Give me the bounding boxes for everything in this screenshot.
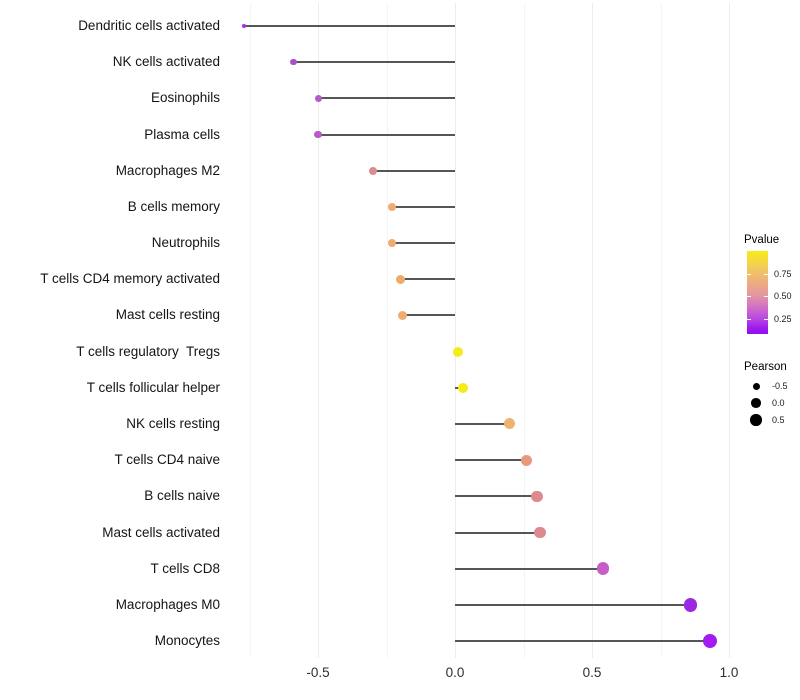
grid-line-minor — [249, 3, 251, 658]
row-label: Macrophages M0 — [115, 596, 220, 612]
lollipop-stem — [391, 242, 455, 245]
lollipop-stem — [400, 278, 455, 281]
x-tick-label: 0.5 — [582, 665, 602, 680]
row-label: Neutrophils — [151, 235, 220, 251]
pvalue-colorbar — [747, 251, 768, 334]
lollipop-stem — [455, 640, 710, 643]
colorbar-tick-label: 0.25 — [774, 313, 792, 324]
x-tick-label: 0.0 — [445, 665, 465, 680]
lollipop-dot — [702, 634, 717, 649]
lollipop-dot — [596, 562, 610, 575]
colorbar-tick — [747, 273, 751, 275]
lollipop-stem — [402, 314, 455, 317]
row-label: Monocytes — [154, 633, 220, 649]
lollipop-stem — [455, 567, 603, 570]
row-label: Mast cells resting — [115, 307, 220, 323]
lollipop-dot — [314, 130, 322, 139]
pearson-size-dot — [751, 398, 761, 408]
row-label: Mast cells activated — [102, 524, 220, 540]
row-label: B cells memory — [127, 198, 220, 214]
grid-line-minor — [386, 3, 388, 658]
lollipop-dot — [457, 382, 469, 394]
colorbar-tick — [764, 273, 768, 275]
lollipop-dot — [504, 418, 516, 430]
grid-line-major — [318, 3, 319, 658]
lollipop-stem — [455, 603, 691, 606]
colorbar-tick-label: 0.50 — [774, 290, 792, 301]
lollipop-dot — [242, 24, 247, 28]
lollipop-stem — [455, 531, 540, 534]
row-label: T cells CD4 naive — [114, 452, 220, 468]
colorbar-tick — [764, 295, 768, 297]
row-label: T cells CD4 memory activated — [40, 271, 220, 287]
colorbar-tick — [747, 318, 751, 320]
pearson-size-dot — [750, 414, 762, 426]
lollipop-dot — [368, 166, 377, 175]
row-label: Eosinophils — [150, 90, 220, 106]
row-label: T cells regulatory Tregs — [76, 343, 220, 359]
pvalue-legend-title: Pvalue — [744, 234, 780, 246]
row-label: Plasma cells — [144, 126, 220, 142]
row-label: Dendritic cells activated — [78, 18, 220, 33]
pearson-size-label: -0.5 — [772, 381, 788, 391]
lollipop-dot — [683, 598, 698, 612]
colorbar-tick — [747, 295, 751, 297]
lollipop-dot — [387, 202, 397, 212]
lollipop-dot — [290, 58, 297, 66]
x-tick-label: 1.0 — [719, 665, 739, 680]
row-label: Macrophages M2 — [115, 162, 220, 178]
pearson-legend-title: Pearson — [744, 361, 787, 373]
lollipop-stem — [293, 61, 455, 64]
lollipop-dot — [520, 454, 532, 466]
lollipop-stem — [372, 169, 455, 172]
row-label: T cells follicular helper — [86, 379, 220, 395]
row-label: T cells CD8 — [150, 560, 220, 576]
lollipop-dot — [531, 490, 543, 503]
lollipop-dot — [452, 346, 463, 357]
lollipop-dot — [387, 238, 397, 248]
pearson-size-label: 0.0 — [772, 398, 785, 408]
row-label: NK cells resting — [126, 415, 220, 431]
grid-line-major — [455, 3, 456, 658]
x-tick-label: -0.5 — [306, 665, 330, 680]
pearson-size-label: 0.5 — [772, 415, 785, 425]
grid-line-major — [592, 3, 593, 658]
row-label: B cells naive — [144, 488, 220, 504]
lollipop-dot — [534, 526, 546, 539]
pearson-size-dot — [752, 382, 760, 390]
colorbar-tick — [764, 318, 768, 320]
row-label: NK cells activated — [112, 54, 220, 70]
lollipop-dot — [398, 310, 408, 320]
colorbar-tick-label: 0.75 — [774, 268, 792, 279]
lollipop-stem — [391, 205, 455, 208]
grid-line-minor — [660, 3, 662, 658]
lollipop-stem — [318, 97, 455, 100]
grid-line-major — [729, 3, 730, 658]
lollipop-stem — [318, 133, 455, 136]
grid-line-minor — [523, 3, 525, 658]
lollipop-stem — [244, 25, 455, 27]
lollipop-stem — [455, 422, 510, 425]
lollipop-dot — [314, 94, 322, 102]
lollipop-stem — [455, 459, 527, 462]
lollipop-dot — [395, 274, 405, 284]
lollipop-stem — [455, 495, 538, 498]
